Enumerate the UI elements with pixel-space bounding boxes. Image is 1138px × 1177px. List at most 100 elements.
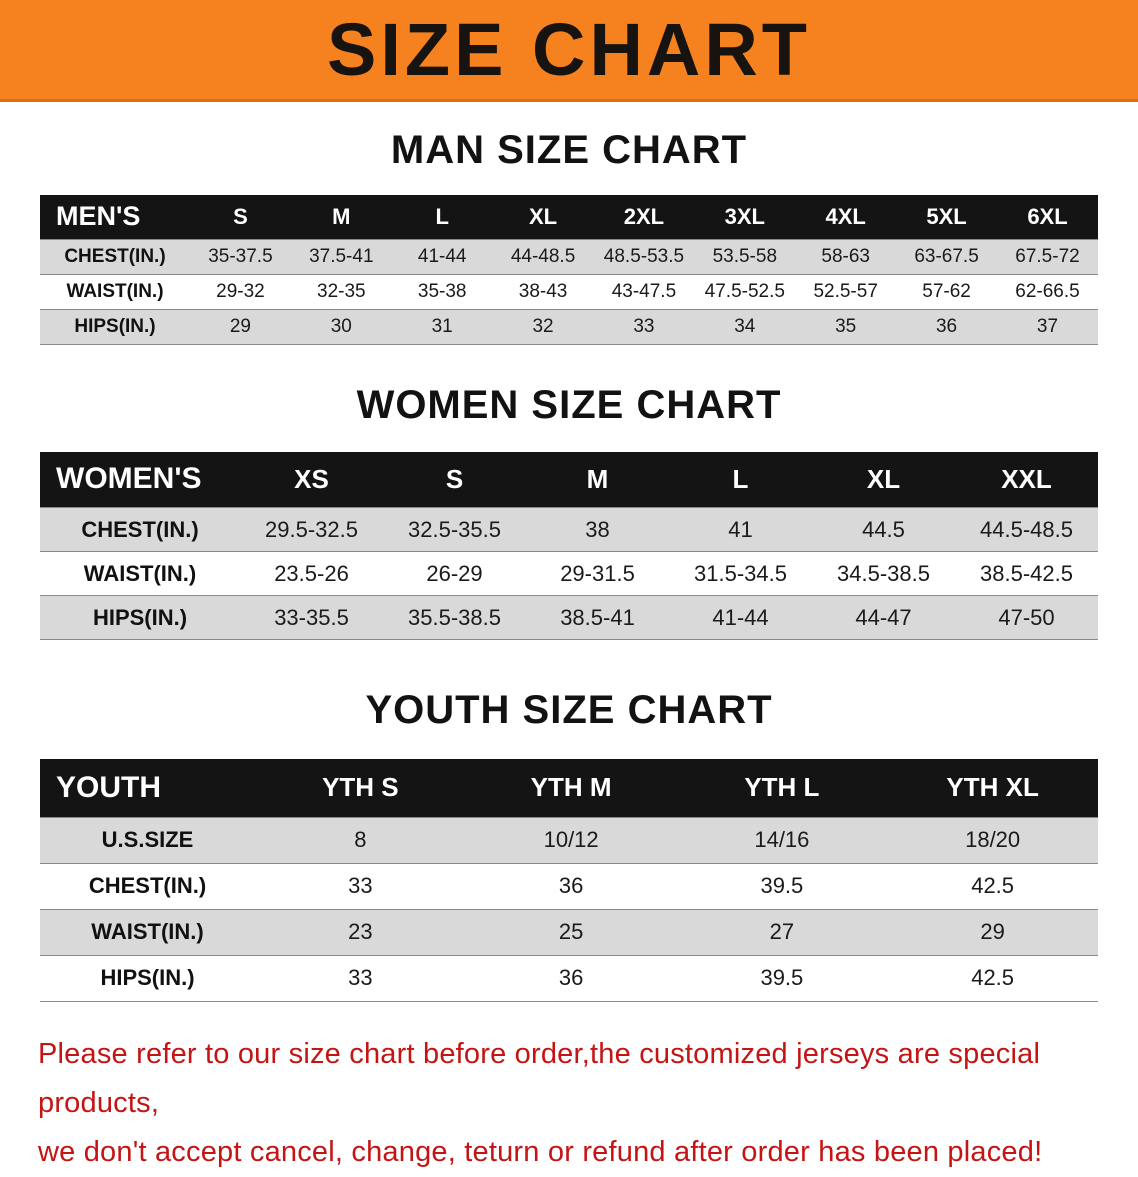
men-section: MAN SIZE CHART MEN'S S M L XL 2XL 3XL 4XL 5XL 6XL… [0,128,1138,345]
size-value-cell: 29 [887,909,1098,955]
size-value-cell: 29.5-32.5 [240,507,383,552]
size-value-cell: 33 [348,873,373,898]
disclaimer-line-2: we don't accept cancel, change, teturn o… [38,1135,1043,1168]
size-value-cell: 29-31.5 [560,560,635,586]
measurement-label: HIPS(IN.) [100,965,195,990]
table-group-label: MEN'S [40,195,190,239]
size-header-cell: M [526,451,669,508]
size-value-cell: 36 [558,965,584,990]
table-row: CHEST(IN.) 33 36 39.5 42.5 [40,863,1098,909]
measurement-label: CHEST(IN.) [88,873,207,898]
size-value-cell: 14/16 [676,817,888,863]
table-row: HIPS(IN.) 33 36 39.5 42.5 [40,955,1098,1001]
men-heading: MAN SIZE CHART [390,128,748,172]
size-value-cell: 37.5-41 [290,239,392,274]
size-header-cell: L [391,195,493,239]
size-value-cell: 35-37.5 [190,239,291,274]
size-value-cell: 23.5-26 [274,560,349,586]
measurement-label: WAIST(IN.) [66,280,164,302]
table-row: HIPS(IN.) 33-35.5 35.5-38.5 38.5-41 41-44 44-… [40,595,1098,640]
size-value-cell: 27 [676,909,888,955]
size-value-cell: 58-63 [795,239,897,274]
measurement-label: CHEST(IN.) [40,507,240,552]
youth-heading: YOUTH SIZE CHART [365,688,773,732]
size-value-cell: 29 [190,309,291,344]
size-value-cell: 35 [795,309,897,344]
table-row: WAIST(IN.) 23.5-26 26-29 29-31.5 31.5-34.5 34… [40,551,1098,596]
measurement-label: WAIST(IN.) [40,909,255,955]
table-header-row: YOUTH YTH S YTH M YTH L YTH XL [40,759,1098,817]
size-header-cell: 6XL [997,195,1098,239]
size-value-cell: 47-50 [955,595,1098,640]
size-header-cell: 2XL [593,195,695,239]
size-value-cell: 8 [255,817,466,863]
size-value-cell: 34.5-38.5 [837,560,930,586]
size-header-cell: YTH L [676,759,888,817]
size-value-cell: 18/20 [887,817,1098,863]
table-row: HIPS(IN.) 29 30 31 32 33 34 35 36 37 [40,309,1098,344]
size-value-cell: 26-29 [426,560,483,586]
size-header-cell: M [290,195,392,239]
size-value-cell: 41 [669,507,812,552]
banner: SIZE CHART [0,0,1138,102]
size-value-cell: 37 [997,309,1098,344]
size-value-cell: 25 [465,909,677,955]
size-value-cell: 42.5 [971,965,1015,990]
size-value-cell: 44.5 [812,507,955,552]
size-value-cell: 67.5-72 [997,239,1098,274]
table-row: WAIST(IN.) 29-32 32-35 35-38 38-43 43-47.5 47.… [40,274,1098,309]
size-value-cell: 43-47.5 [611,280,677,302]
women-size-table: WOMEN'S XS S M L XL XXL CHEST(IN.) 29.5-32.5 32.5… [40,451,1098,641]
size-header-cell: XXL [955,451,1098,508]
women-heading: WOMEN SIZE CHART [356,382,782,427]
size-header-cell: 5XL [896,195,997,239]
size-value-cell: 41-44 [669,595,812,640]
size-value-cell: 32-35 [317,280,366,302]
size-value-cell: 33 [348,965,373,990]
size-value-cell: 44-47 [812,595,955,640]
size-value-cell: 41-44 [391,239,493,274]
size-value-cell: 36 [896,309,997,344]
measurement-label: HIPS(IN.) [40,595,240,640]
size-header-cell: 4XL [795,195,897,239]
measurement-label: CHEST(IN.) [40,239,190,274]
table-row: U.S.SIZE 8 10/12 14/16 18/20 [40,817,1098,863]
size-value-cell: 63-67.5 [896,239,997,274]
size-value-cell: 47.5-52.5 [704,280,785,302]
table-row: WAIST(IN.) 23 25 27 29 [40,909,1098,955]
size-header-cell: 3XL [694,195,796,239]
size-header-cell: YTH XL [887,759,1098,817]
size-value-cell: 57-62 [922,280,971,302]
women-section: WOMEN SIZE CHART WOMEN'S XS S M L XL XXL CHEST(… [0,383,1138,641]
men-size-table: MEN'S S M L XL 2XL 3XL 4XL 5XL 6XL CHEST(IN.) 35-37… [40,195,1098,345]
size-header-cell: XL [492,195,594,239]
table-header-row: MEN'S S M L XL 2XL 3XL 4XL 5XL 6XL [40,195,1098,239]
size-value-cell: 38 [526,507,669,552]
size-value-cell: 23 [255,909,466,955]
table-row: CHEST(IN.) 35-37.5 37.5-41 41-44 44-48.5 48.5… [40,239,1098,274]
size-value-cell: 42.5 [971,873,1015,898]
size-header-cell: XL [812,451,955,508]
size-value-cell: 39.5 [760,873,804,898]
measurement-label: U.S.SIZE [40,817,255,863]
size-header-cell: L [669,451,812,508]
size-value-cell: 32 [492,309,594,344]
table-group-label: YOUTH [40,759,255,817]
size-value-cell: 62-66.5 [1015,280,1080,302]
size-value-cell: 48.5-53.5 [593,239,695,274]
page-title: SIZE CHART [327,8,811,91]
size-value-cell: 30 [290,309,392,344]
table-row: CHEST(IN.) 29.5-32.5 32.5-35.5 38 41 44.5 44.5… [40,507,1098,552]
size-header-cell: YTH S [255,759,466,817]
size-value-cell: 35-38 [417,280,467,302]
size-value-cell: 38.5-42.5 [980,560,1073,586]
size-value-cell: 38.5-41 [526,595,669,640]
table-group-label: WOMEN'S [40,451,240,508]
size-header-cell: XS [240,451,383,508]
size-value-cell: 52.5-57 [813,280,878,302]
size-value-cell: 32.5-35.5 [383,507,526,552]
size-value-cell: 39.5 [760,965,804,990]
size-value-cell: 34 [694,309,796,344]
size-header-cell: S [383,451,526,508]
